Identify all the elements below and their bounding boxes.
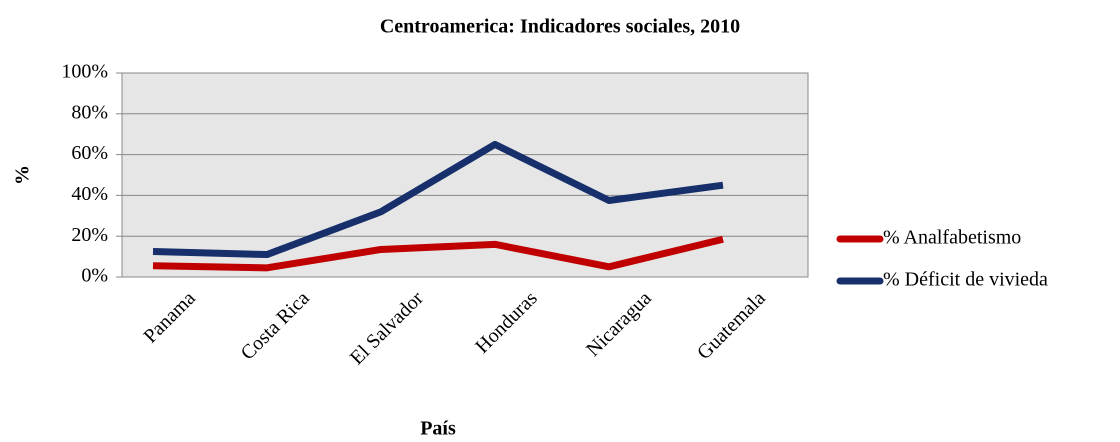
legend-label: % Déficit de vivieda: [883, 269, 1048, 291]
chart-title: Centroamerica: Indicadores sociales, 201…: [380, 16, 740, 38]
x-tick-label: El Salvador: [346, 287, 428, 369]
x-tick-label: Nicaragua: [582, 287, 656, 361]
x-tick-label: Honduras: [471, 287, 542, 358]
y-tick-label: 40%: [71, 183, 108, 205]
x-tick-label: Costa Rica: [237, 287, 314, 364]
y-tick-label: 100%: [61, 61, 108, 83]
y-tick-label: 80%: [71, 101, 108, 123]
y-tick-label: 20%: [71, 224, 108, 246]
x-axis-title: País: [420, 418, 456, 440]
x-tick-label: Guatemala: [693, 287, 770, 364]
y-axis-title: %: [12, 165, 34, 185]
data-line: [152, 140, 724, 259]
y-tick-label: 0%: [81, 265, 108, 287]
legend-label: % Analfabetismo: [883, 227, 1021, 249]
x-tick-label: Panama: [139, 287, 199, 347]
data-line: [152, 235, 724, 272]
y-tick-label: 60%: [71, 142, 108, 164]
